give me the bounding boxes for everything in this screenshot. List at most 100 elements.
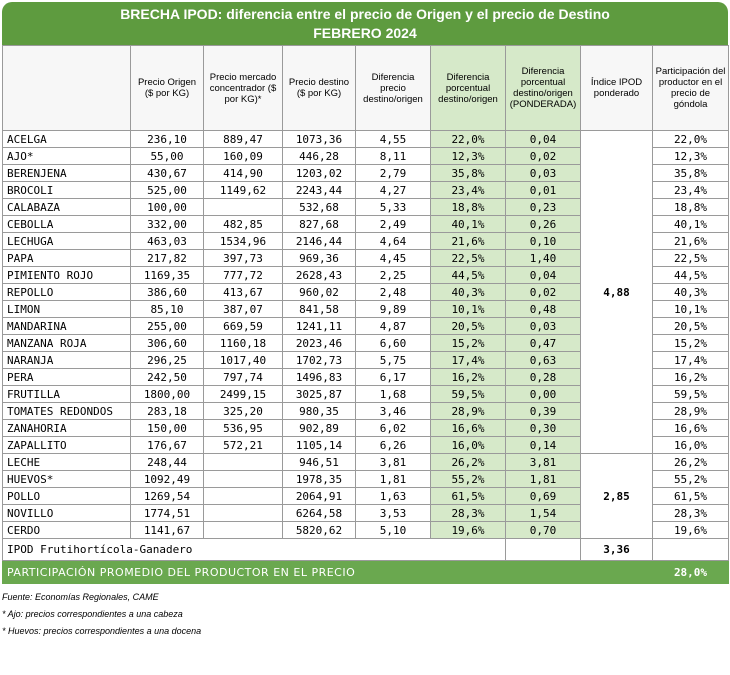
cell: 12,3% — [430, 147, 506, 165]
cell: 889,47 — [203, 130, 283, 148]
cell: 26,2% — [652, 453, 729, 471]
cell: 19,6% — [652, 521, 729, 539]
data-row: ACELGA 236,10 889,47 1073,36 4,55 22,0% 0,04 4,… — [2, 130, 729, 454]
cell: 35,8% — [652, 164, 729, 182]
cell: 3,81 — [355, 453, 431, 471]
cell: 22,0% — [652, 130, 729, 148]
cell: 21,6% — [652, 232, 729, 250]
cell: 3,53 — [355, 504, 431, 522]
cell: 387,07 — [203, 300, 283, 318]
cell: 1160,18 — [203, 334, 283, 352]
cell: 6,26 — [355, 436, 431, 454]
header-cell: Índice IPOD ponderado — [580, 45, 653, 131]
cell: 1203,02 — [282, 164, 356, 182]
cell: 3,46 — [355, 402, 431, 420]
header-row: Precio Origen ($ por KG) Precio mercado c… — [2, 45, 729, 131]
cell: 1496,83 — [282, 368, 356, 386]
cell: 23,4% — [430, 181, 506, 199]
cell: 572,21 — [203, 436, 283, 454]
cell: 0,01 — [505, 181, 581, 199]
cell: 3025,87 — [282, 385, 356, 403]
cell: 827,68 — [282, 215, 356, 233]
cell: 0,70 — [505, 521, 581, 539]
cell: 1073,36 — [282, 130, 356, 148]
cell: 40,3% — [430, 283, 506, 301]
ipod-cell: 4,88 — [580, 130, 653, 454]
subtitle: FEBRERO 2024 — [313, 25, 417, 41]
cell: 4,45 — [355, 249, 431, 267]
cell: 777,72 — [203, 266, 283, 284]
data-row: NOVILLO 1774,51 6264,58 3,53 28,3% 1,54 28,3% — [2, 504, 729, 522]
cell: 325,20 — [203, 402, 283, 420]
data-row: POLLO 1269,54 2064,91 1,63 61,5% 0,69 61,5% — [2, 487, 729, 505]
product-name: PIMIENTO ROJO — [2, 266, 131, 284]
title-bar: BRECHA IPOD: diferencia entre el precio … — [2, 2, 728, 45]
product-name: ZANAHORIA — [2, 419, 131, 437]
cell: 1169,35 — [130, 266, 204, 284]
cell: 20,5% — [652, 317, 729, 335]
summary-label: IPOD Frutihortícola-Ganadero — [2, 538, 506, 561]
cell: 1534,96 — [203, 232, 283, 250]
cell: 525,00 — [130, 181, 204, 199]
product-name: ACELGA — [2, 130, 131, 148]
cell: 0,23 — [505, 198, 581, 216]
cell — [203, 453, 283, 471]
header-cell: Diferencia porcentual destino/origen (PO… — [505, 45, 581, 131]
cell: 61,5% — [652, 487, 729, 505]
cell: 28,9% — [652, 402, 729, 420]
cell: 19,6% — [430, 521, 506, 539]
cell: 15,2% — [652, 334, 729, 352]
cell — [203, 487, 283, 505]
cell: 1017,40 — [203, 351, 283, 369]
note: * Huevos: precios correspondientes a una… — [2, 626, 202, 636]
header-cell: Precio destino ($ por KG) — [282, 45, 356, 131]
data-row: LECHUGA 463,03 1534,96 2146,44 4,64 21,6% 0,10… — [2, 232, 729, 250]
cell: 44,5% — [652, 266, 729, 284]
cell: 5820,62 — [282, 521, 356, 539]
cell: 969,36 — [282, 249, 356, 267]
cell: 1702,73 — [282, 351, 356, 369]
ipod-cell: 2,85 — [580, 453, 653, 539]
cell: 22,5% — [430, 249, 506, 267]
cell: 242,50 — [130, 368, 204, 386]
cell: 482,85 — [203, 215, 283, 233]
cell: 902,89 — [282, 419, 356, 437]
cell: 2628,43 — [282, 266, 356, 284]
cell: 0,63 — [505, 351, 581, 369]
header-cell — [2, 45, 131, 131]
product-name: LECHE — [2, 453, 131, 471]
cell: 59,5% — [430, 385, 506, 403]
cell: 1,68 — [355, 385, 431, 403]
cell: 532,68 — [282, 198, 356, 216]
cell: 413,67 — [203, 283, 283, 301]
summary-value: 3,36 — [580, 538, 653, 561]
cell: 0,26 — [505, 215, 581, 233]
cell: 176,67 — [130, 436, 204, 454]
product-name: MANDARINA — [2, 317, 131, 335]
cell: 332,00 — [130, 215, 204, 233]
product-name: CERDO — [2, 521, 131, 539]
data-row: NARANJA 296,25 1017,40 1702,73 5,75 17,4% 0,63… — [2, 351, 729, 369]
cell: 100,00 — [130, 198, 204, 216]
data-row: CERDO 1141,67 5820,62 5,10 19,6% 0,70 19,6% — [2, 521, 729, 539]
cell: 40,3% — [652, 283, 729, 301]
product-name: POLLO — [2, 487, 131, 505]
cell: 0,02 — [505, 147, 581, 165]
cell: 414,90 — [203, 164, 283, 182]
cell — [652, 538, 729, 561]
cell: 40,1% — [652, 215, 729, 233]
cell: 4,64 — [355, 232, 431, 250]
cell: 10,1% — [430, 300, 506, 318]
product-name: PERA — [2, 368, 131, 386]
cell: 21,6% — [430, 232, 506, 250]
cell: 841,58 — [282, 300, 356, 318]
cell: 446,28 — [282, 147, 356, 165]
summary-row: IPOD Frutihortícola-Ganadero 3,36 — [2, 538, 729, 561]
data-row: CEBOLLA 332,00 482,85 827,68 2,49 40,1% 0,26 40… — [2, 215, 729, 233]
cell: 23,4% — [652, 181, 729, 199]
cell: 0,10 — [505, 232, 581, 250]
cell: 26,2% — [430, 453, 506, 471]
cell: 1800,00 — [130, 385, 204, 403]
cell: 8,11 — [355, 147, 431, 165]
data-row: LECHE 248,44 946,51 3,81 26,2% 3,81 2,85 26,2% — [2, 453, 729, 539]
